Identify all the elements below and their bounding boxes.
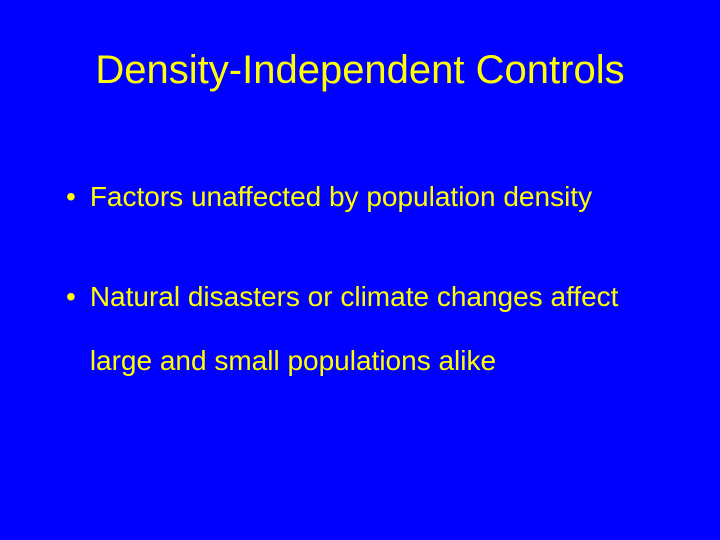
bullet-item: • Natural disasters or climate changes a… [66,265,666,393]
slide: Density-Independent Controls • Factors u… [0,0,720,540]
bullet-item: • Factors unaffected by population densi… [66,165,666,229]
bullet-marker-icon: • [66,165,76,229]
slide-body: • Factors unaffected by population densi… [66,165,666,393]
bullet-text: Factors unaffected by population density [90,165,666,229]
bullet-marker-icon: • [66,265,76,329]
bullet-text: Natural disasters or climate changes aff… [90,265,666,393]
slide-title: Density-Independent Controls [0,48,720,93]
